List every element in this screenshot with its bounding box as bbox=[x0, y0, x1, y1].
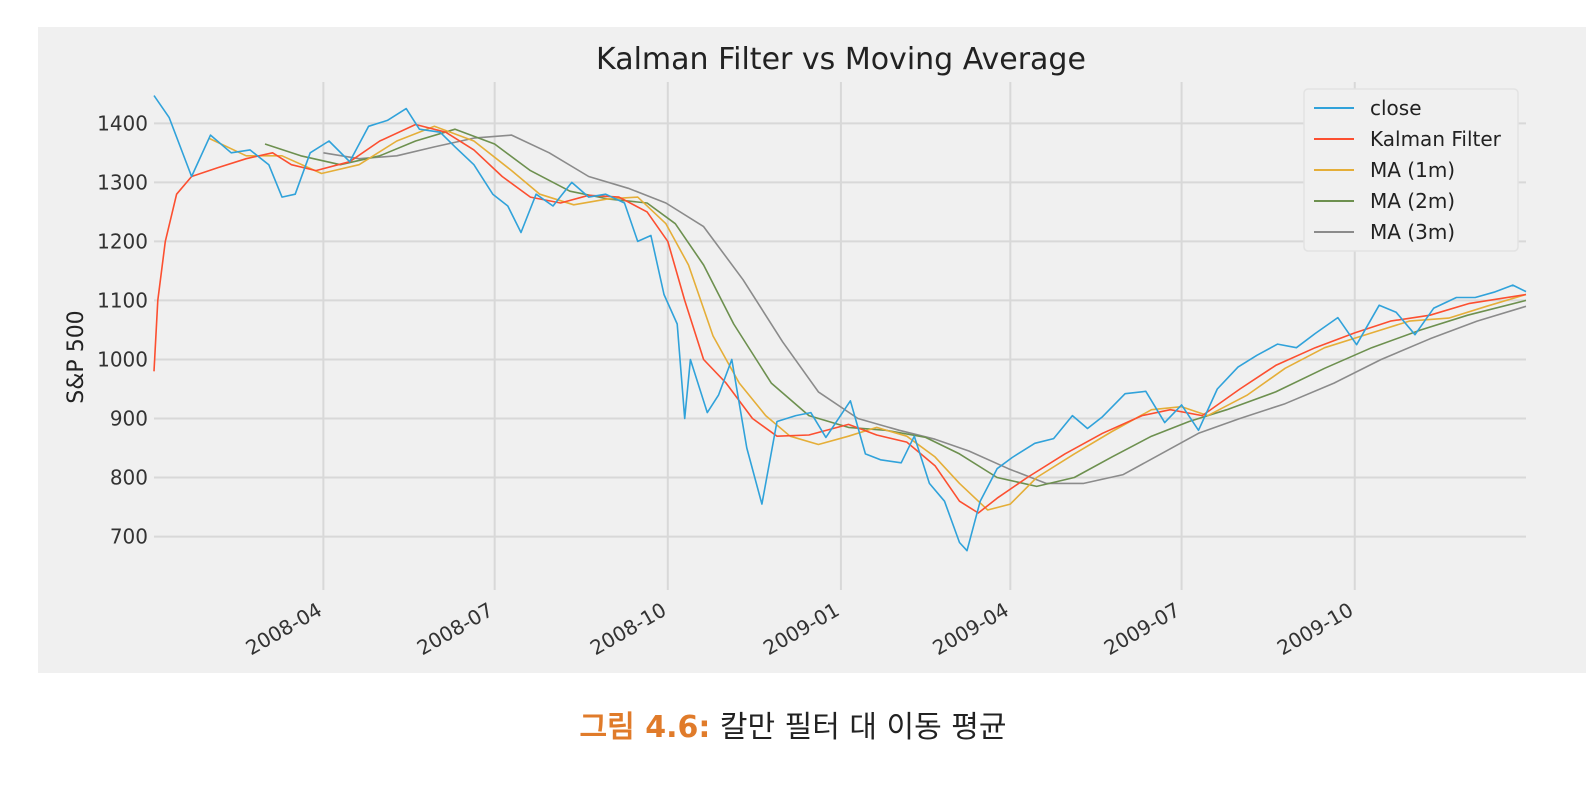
legend-box bbox=[1303, 88, 1519, 252]
chart-svg: Kalman Filter vs Moving Average S&P 500 … bbox=[64, 42, 1527, 661]
x-tick-label: 2009-04 bbox=[928, 598, 1012, 661]
legend-label: MA (2m) bbox=[1370, 189, 1455, 213]
caption-label: 그림 4.6: bbox=[579, 710, 711, 745]
x-tick-label: 2009-01 bbox=[759, 598, 843, 661]
y-axis-label: S&P 500 bbox=[64, 310, 89, 403]
y-tick-label: 1300 bbox=[97, 170, 148, 194]
legend-label: close bbox=[1370, 96, 1422, 120]
legend-label: MA (3m) bbox=[1370, 220, 1455, 244]
y-tick-label: 900 bbox=[110, 407, 148, 431]
x-tick-label: 2009-10 bbox=[1273, 598, 1357, 661]
series-lines bbox=[153, 95, 1527, 552]
legend-label: Kalman Filter bbox=[1370, 127, 1502, 151]
x-tick-label: 2009-07 bbox=[1100, 598, 1184, 661]
x-tick-label: 2008-07 bbox=[413, 598, 497, 661]
chart-title: Kalman Filter vs Moving Average bbox=[596, 42, 1086, 77]
series-line-close bbox=[153, 95, 1527, 552]
x-tick-label: 2008-04 bbox=[242, 598, 326, 661]
y-tick-label: 700 bbox=[110, 525, 148, 549]
series-line-ma-1m bbox=[208, 125, 1527, 511]
chart-figure: Kalman Filter vs Moving Average S&P 500 … bbox=[38, 27, 1586, 673]
figure-caption: 그림 4.6: 칼만 필터 대 이동 평균 bbox=[0, 702, 1586, 746]
series-line-kalman-filter bbox=[153, 123, 1527, 514]
y-tick-label: 800 bbox=[110, 466, 148, 490]
grid-lines bbox=[154, 82, 1526, 590]
y-tick-label: 1000 bbox=[97, 347, 148, 371]
series-line-ma-3m bbox=[323, 134, 1527, 485]
legend-label: MA (1m) bbox=[1370, 158, 1455, 182]
legend: close Kalman Filter MA (1m) MA (2m) MA (3m) bbox=[1303, 88, 1519, 252]
y-tick-label: 1100 bbox=[97, 288, 148, 312]
series-line-ma-2m bbox=[264, 128, 1527, 488]
y-tick-label: 1400 bbox=[97, 111, 148, 135]
caption-text: 칼만 필터 대 이동 평균 bbox=[719, 710, 1007, 745]
x-tick-label: 2008-10 bbox=[586, 598, 670, 661]
y-tick-label: 1200 bbox=[97, 229, 148, 253]
